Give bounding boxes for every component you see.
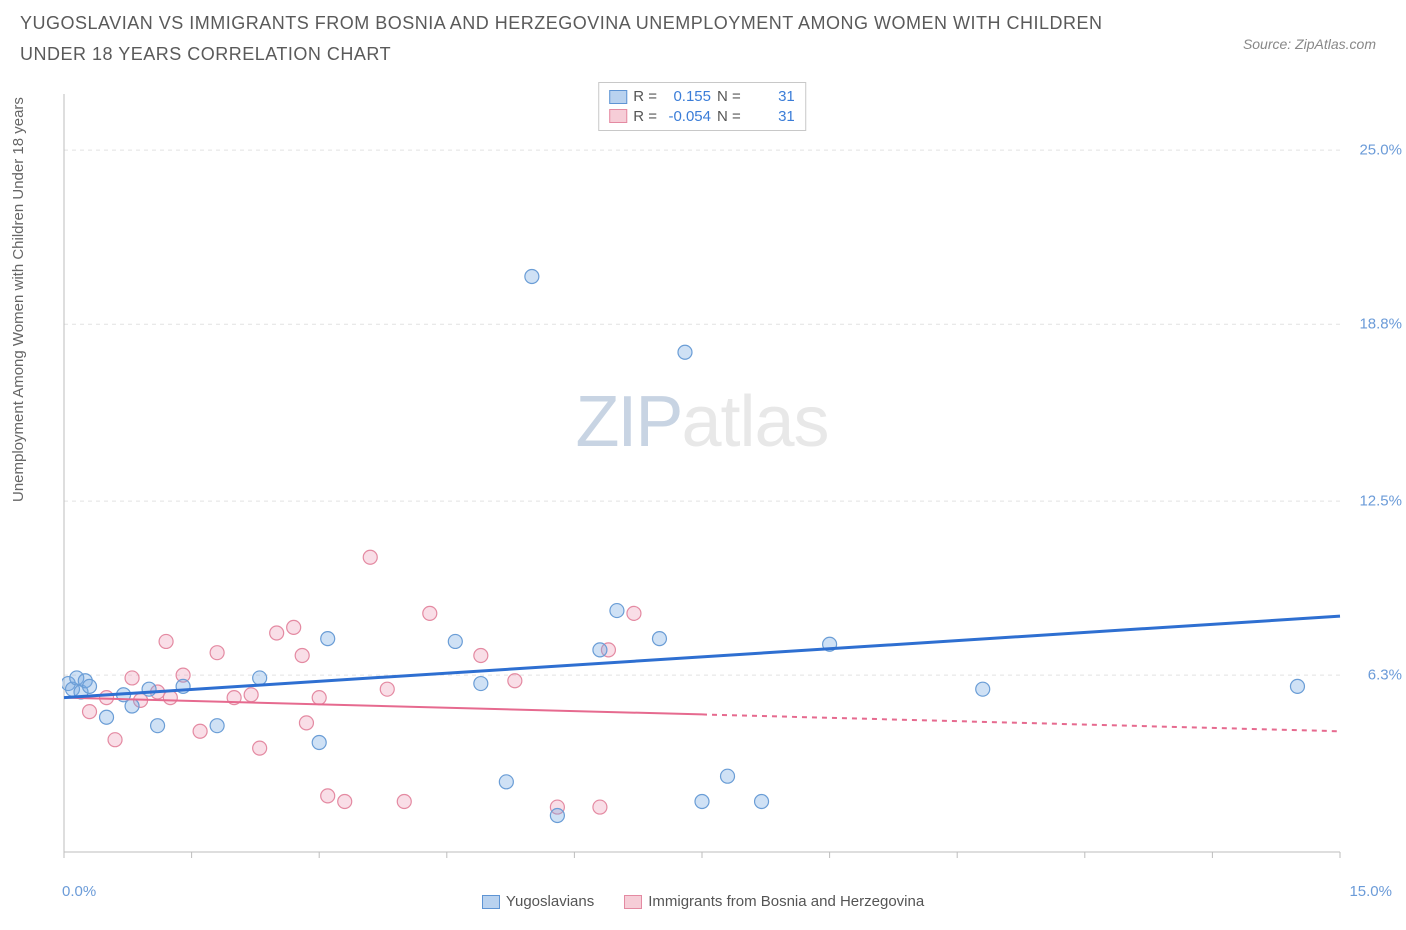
legend-label-2: Immigrants from Bosnia and Herzegovina xyxy=(648,893,924,910)
stats-row-2: R = -0.054 N = 31 xyxy=(609,107,795,127)
n-value-2: 31 xyxy=(747,107,795,127)
chart-container: Unemployment Among Women with Children U… xyxy=(20,82,1386,910)
stats-legend-box: R = 0.155 N = 31 R = -0.054 N = 31 xyxy=(598,82,806,131)
chart-svg xyxy=(62,82,1342,872)
n-label: N = xyxy=(717,87,741,107)
swatch-series2-bottom xyxy=(624,895,642,909)
r-value-2: -0.054 xyxy=(663,107,711,127)
y-tick-label: 12.5% xyxy=(1359,493,1402,510)
legend-item-1: Yugoslavians xyxy=(482,893,594,910)
swatch-series1-bottom xyxy=(482,895,500,909)
legend-item-2: Immigrants from Bosnia and Herzegovina xyxy=(624,893,924,910)
plot-area: R = 0.155 N = 31 R = -0.054 N = 31 ZIPat… xyxy=(62,82,1342,872)
y-axis-label: Unemployment Among Women with Children U… xyxy=(10,97,27,502)
bottom-legend: Yugoslavians Immigrants from Bosnia and … xyxy=(20,893,1386,910)
n-label: N = xyxy=(717,107,741,127)
r-value-1: 0.155 xyxy=(663,87,711,107)
n-value-1: 31 xyxy=(747,87,795,107)
y-tick-label: 18.8% xyxy=(1359,316,1402,333)
swatch-series1 xyxy=(609,90,627,104)
stats-row-1: R = 0.155 N = 31 xyxy=(609,87,795,107)
swatch-series2 xyxy=(609,109,627,123)
r-label: R = xyxy=(633,87,657,107)
y-tick-label: 25.0% xyxy=(1359,142,1402,159)
chart-title: YUGOSLAVIAN VS IMMIGRANTS FROM BOSNIA AN… xyxy=(20,8,1120,69)
legend-label-1: Yugoslavians xyxy=(506,893,594,910)
r-label: R = xyxy=(633,107,657,127)
source-label: Source: ZipAtlas.com xyxy=(1243,8,1386,52)
y-tick-label: 6.3% xyxy=(1368,667,1402,684)
